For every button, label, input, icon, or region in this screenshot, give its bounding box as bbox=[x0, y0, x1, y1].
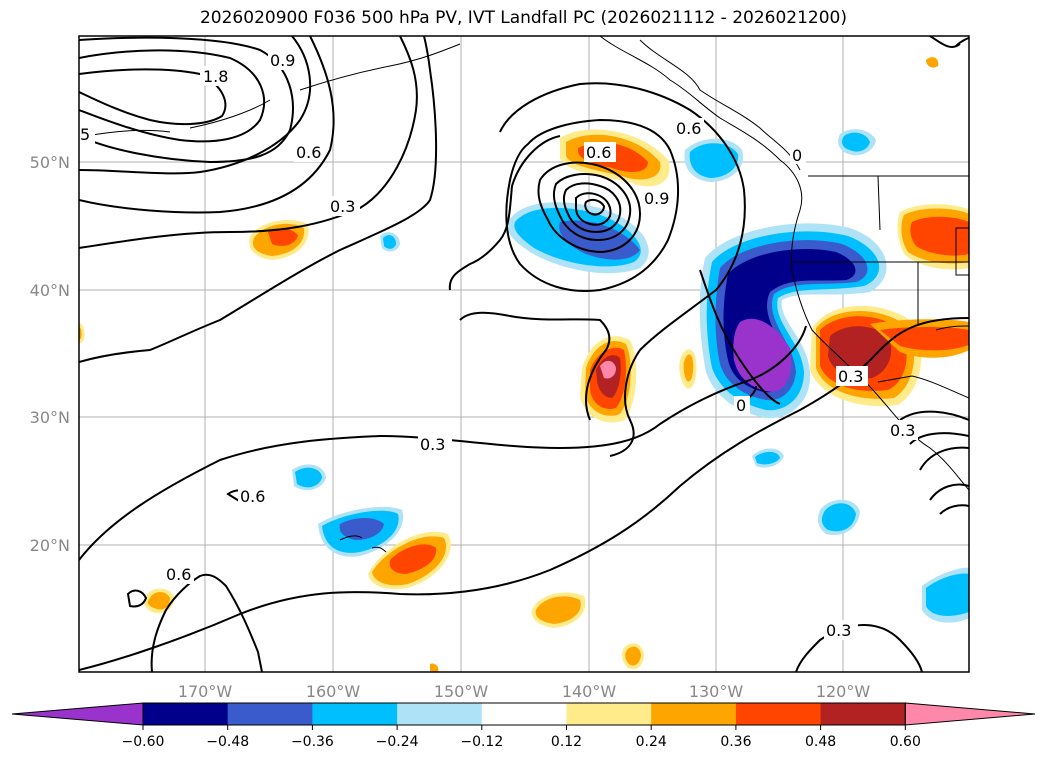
contour-label: 0.9 bbox=[270, 51, 295, 70]
contour-label: 5 bbox=[80, 125, 90, 144]
contour-label: 0.6 bbox=[240, 487, 265, 506]
colorbar-tick-label: 0.24 bbox=[636, 734, 667, 750]
colorbar-tick-label: 0.60 bbox=[890, 734, 921, 750]
contour-label: 0 bbox=[792, 146, 802, 165]
colorbar-segment bbox=[397, 703, 483, 725]
colorbar-segment bbox=[143, 703, 229, 725]
lat-axis-labels: 50°N 40°N 30°N 20°N bbox=[30, 153, 70, 555]
colorbar-segment bbox=[312, 703, 398, 725]
colorbar-tick-label: 0.36 bbox=[720, 734, 751, 750]
colorbar-extend-min bbox=[11, 702, 144, 726]
colorbar-tick-label: −0.48 bbox=[206, 734, 249, 750]
colorbar-segment bbox=[566, 703, 652, 725]
colorbar-segment bbox=[227, 703, 313, 725]
contour-label: 0.3 bbox=[826, 621, 851, 640]
contour-label: 0.3 bbox=[838, 367, 863, 386]
contour-label: 0 bbox=[736, 396, 746, 415]
contour-label: 0.6 bbox=[166, 565, 191, 584]
colorbar-segment bbox=[735, 703, 822, 725]
lat-label: 30°N bbox=[30, 408, 70, 427]
colorbar-segment bbox=[651, 703, 737, 725]
lon-label: 170°W bbox=[178, 682, 233, 701]
contour-label: 0.3 bbox=[890, 421, 915, 440]
lon-label: 120°W bbox=[816, 682, 871, 701]
lon-label: 130°W bbox=[689, 682, 744, 701]
colorbar-tick-label: 0.12 bbox=[551, 734, 582, 750]
lat-label: 20°N bbox=[30, 536, 70, 555]
contour-label: 0.3 bbox=[330, 197, 355, 216]
colorbar-tick-label: −0.12 bbox=[460, 734, 503, 750]
lon-axis-labels: 170°W 160°W 150°W 140°W 130°W 120°W bbox=[178, 682, 871, 701]
colorbar-tick-label: −0.24 bbox=[376, 734, 419, 750]
contour-label: 0.6 bbox=[296, 143, 321, 162]
colorbar-tick-label: 0.48 bbox=[805, 734, 836, 750]
contour-label: 0.9 bbox=[644, 189, 669, 208]
colorbar-extend-max bbox=[904, 702, 1036, 726]
contour-label: 1.8 bbox=[203, 67, 228, 86]
colorbar-segment bbox=[820, 703, 906, 725]
lat-label: 40°N bbox=[30, 281, 70, 300]
contour-labels: 1.8 0.9 5 0.6 0.3 0.6 0.6 0.9 0.3 0.6 0.… bbox=[79, 50, 918, 640]
colorbar-segment bbox=[481, 703, 567, 725]
borders bbox=[792, 175, 969, 399]
contour-label: 0.6 bbox=[676, 119, 701, 138]
contour-label: 0.6 bbox=[586, 143, 611, 162]
map-frame bbox=[78, 35, 970, 673]
colorbar-tick-label: −0.60 bbox=[122, 734, 165, 750]
lon-label: 140°W bbox=[562, 682, 617, 701]
map-title: 2026020900 F036 500 hPa PV, IVT Landfall… bbox=[199, 8, 847, 28]
lat-label: 50°N bbox=[30, 153, 70, 172]
contour-label: 0.3 bbox=[420, 435, 445, 454]
colorbar: −0.60 −0.48 −0.36 −0.24 −0.12 0.12 0.24 0.36 0.4… bbox=[11, 702, 1036, 750]
lon-label: 160°W bbox=[306, 682, 361, 701]
lon-label: 150°W bbox=[434, 682, 489, 701]
colorbar-border bbox=[142, 702, 906, 726]
colorbar-tick-label: −0.36 bbox=[291, 734, 334, 750]
